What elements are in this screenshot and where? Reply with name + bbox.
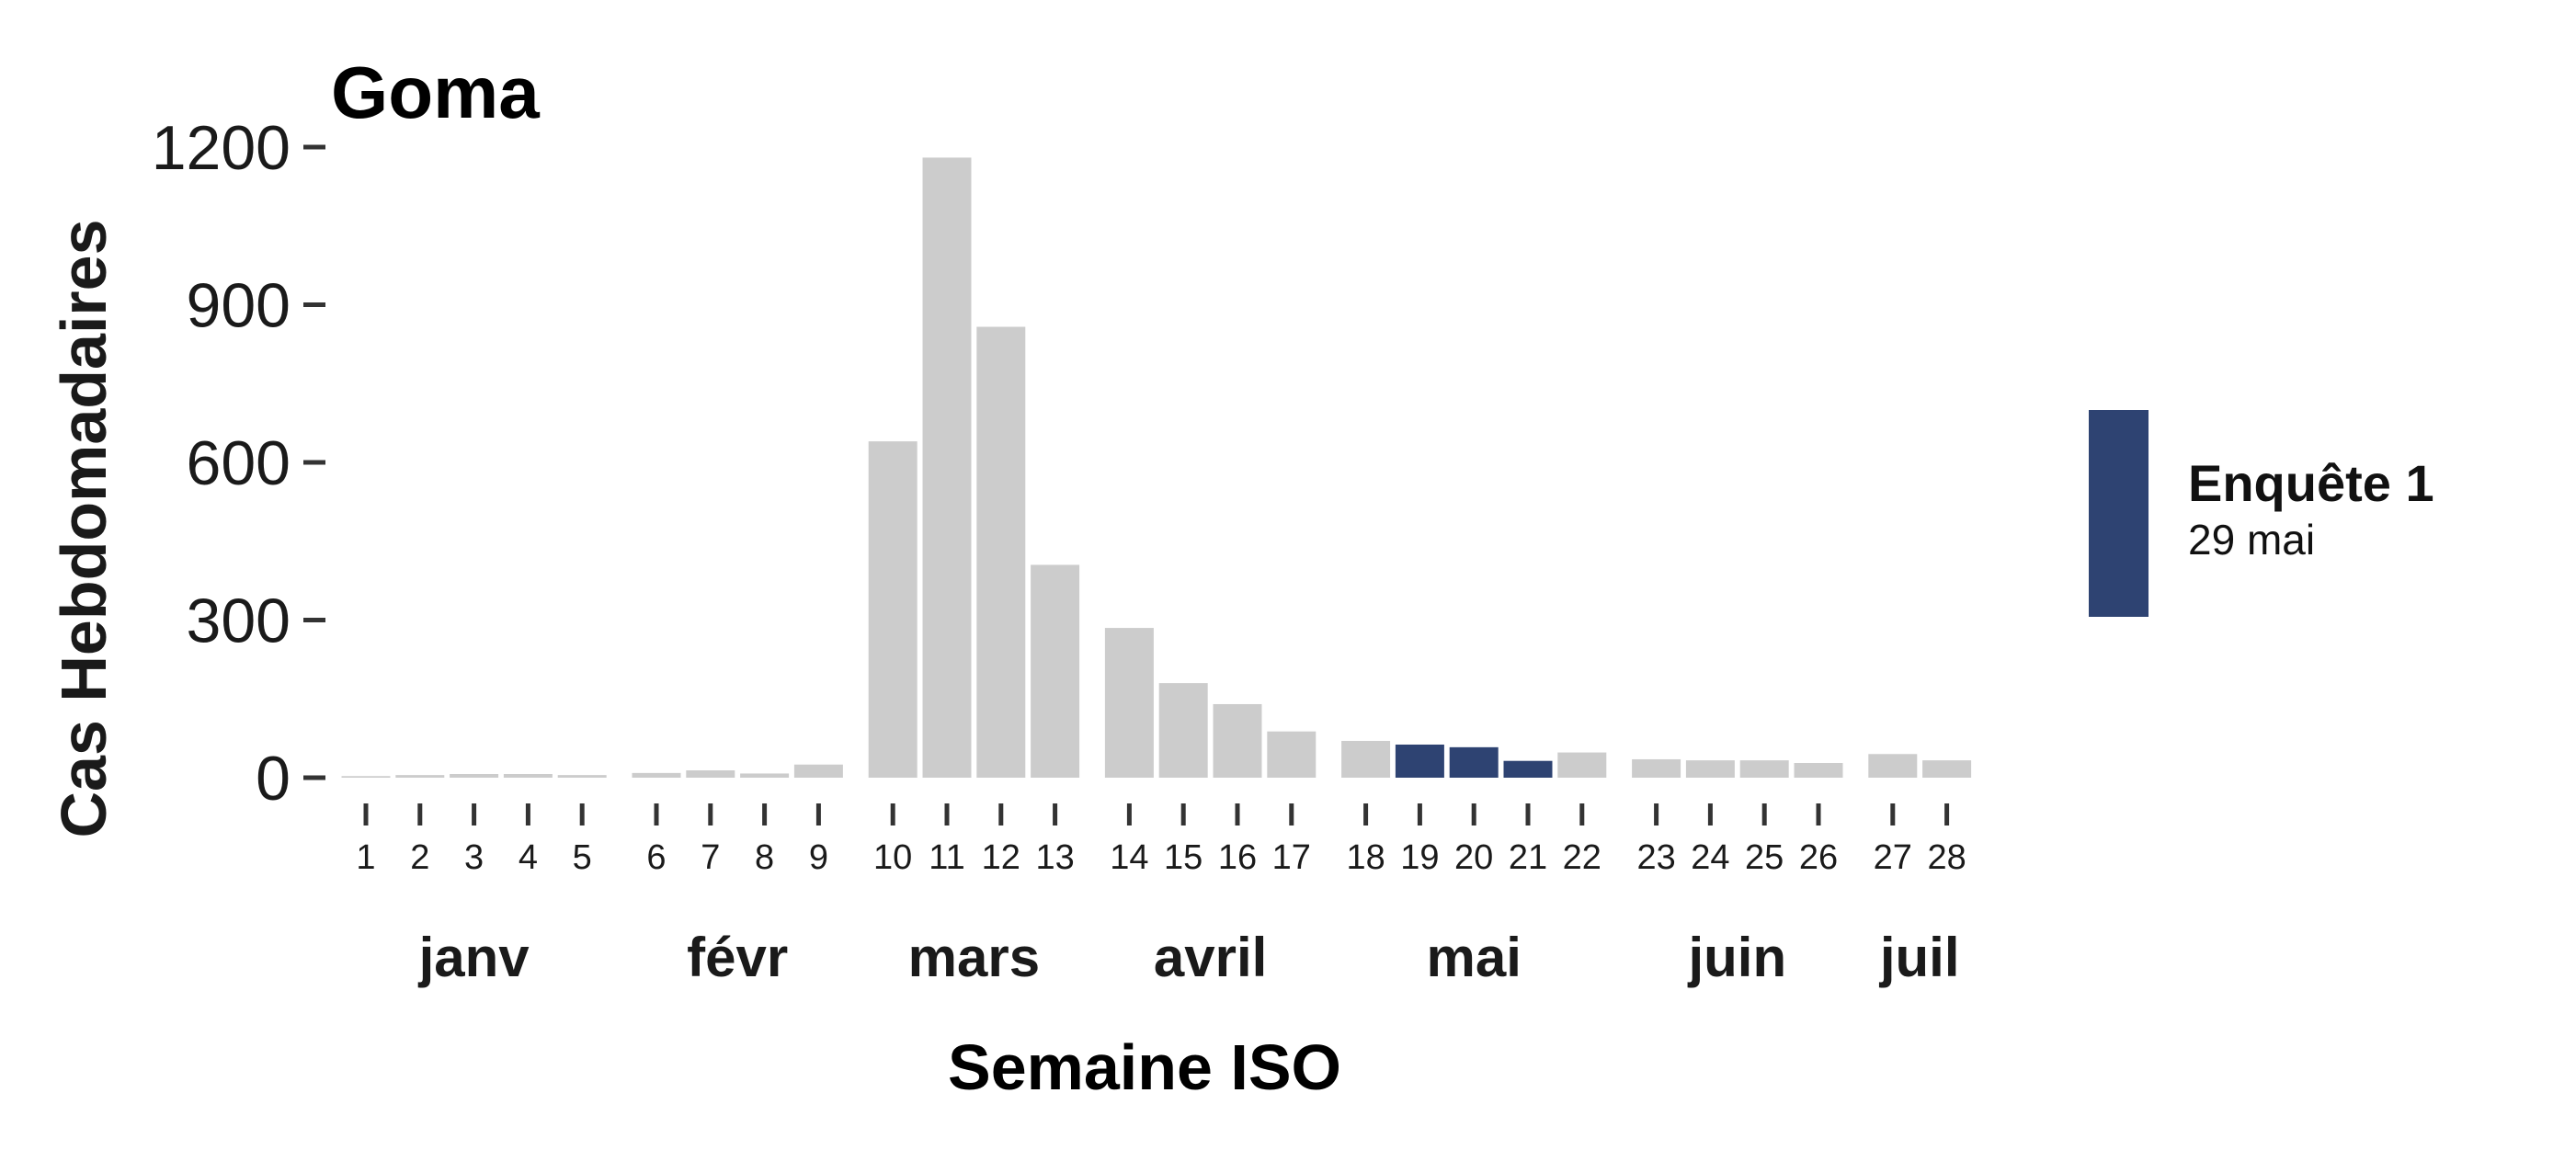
bar [1739,760,1789,778]
x-tick-label: 18 [1346,838,1385,877]
month-label: mars [908,927,1040,988]
y-tick-label: 900 [187,271,291,341]
x-tick-label: 12 [982,838,1020,877]
x-tick-label: 9 [809,838,828,877]
bar [868,441,918,778]
x-tick-label: 21 [1509,838,1547,877]
month-labels: janv févr mars avril mai juin juil [418,927,1960,988]
y-axis: 0 300 600 900 1200 [152,113,325,814]
x-tick-label: 6 [646,838,666,877]
x-tick-label: 22 [1563,838,1601,877]
y-tick-label: 1200 [152,113,291,183]
bar [1267,731,1316,778]
bar [793,764,843,778]
bar [922,157,972,778]
y-axis-label: Cas Hebdomadaires [48,219,120,837]
month-label: mai [1427,927,1522,988]
x-tick-label: 11 [929,838,964,877]
bar [557,775,607,778]
x-tick-label: 5 [573,838,592,877]
bar [1158,683,1208,778]
bar-highlight [1503,760,1553,778]
bar [1685,760,1735,778]
bar [341,776,391,778]
month-label: avril [1154,927,1267,988]
x-tick-label: 19 [1400,838,1439,877]
x-tick-label: 8 [755,838,774,877]
bar [632,772,681,778]
x-tick-label: 2 [410,838,429,877]
y-tick-label: 0 [256,744,291,814]
x-tick-label: 26 [1799,838,1838,877]
bar [1341,740,1391,778]
bar [503,773,553,778]
legend-swatch [2089,410,2149,617]
month-label: févr [687,927,788,988]
bar [686,769,735,778]
x-tick-label: 23 [1636,838,1675,877]
x-tick-label: 20 [1454,838,1493,877]
x-tick-label: 13 [1035,838,1074,877]
legend-sublabel: 29 mai [2188,516,2315,564]
x-tick-label: 7 [701,838,720,877]
x-tick-label: 15 [1164,838,1203,877]
bar [1104,628,1154,778]
x-axis-label: Semaine ISO [948,1031,1341,1103]
x-tick-label: 4 [519,838,538,877]
legend-title: Enquête 1 [2188,454,2434,512]
bar-highlight [1395,744,1444,778]
bar [395,775,445,778]
x-tick-label: 1 [356,838,375,877]
bar [450,773,499,778]
month-label: juil [1879,927,1960,988]
x-tick-label: 28 [1927,838,1966,877]
legend: Enquête 129 mai [2089,410,2434,617]
x-tick-label: 17 [1272,838,1311,877]
bar [1868,754,1918,778]
x-axis: 1 2 3 4 5 6 7 8 9 10 11 12 13 14 15 16 17 18 19 20 21 22 23 24 2… [356,803,1966,877]
x-tick-label: 27 [1874,838,1912,877]
bar [1557,752,1607,778]
x-tick-label: 14 [1110,838,1148,877]
x-tick-label: 24 [1691,838,1729,877]
bar [740,773,790,778]
bars [341,157,1972,778]
bar [1031,564,1080,778]
bar [1794,762,1843,778]
bar-highlight [1449,746,1499,778]
bar [1213,703,1262,778]
x-tick-label: 3 [464,838,484,877]
y-tick-label: 600 [187,428,291,498]
bar [1922,760,1972,778]
x-tick-label: 25 [1745,838,1784,877]
y-tick-label: 300 [187,586,291,656]
bar [976,326,1026,778]
x-tick-label: 16 [1218,838,1257,877]
x-tick-label: 10 [873,838,912,877]
bar [1632,758,1681,778]
month-label: juin [1687,927,1786,988]
month-label: janv [418,927,530,988]
chart-title: Goma [331,51,540,133]
